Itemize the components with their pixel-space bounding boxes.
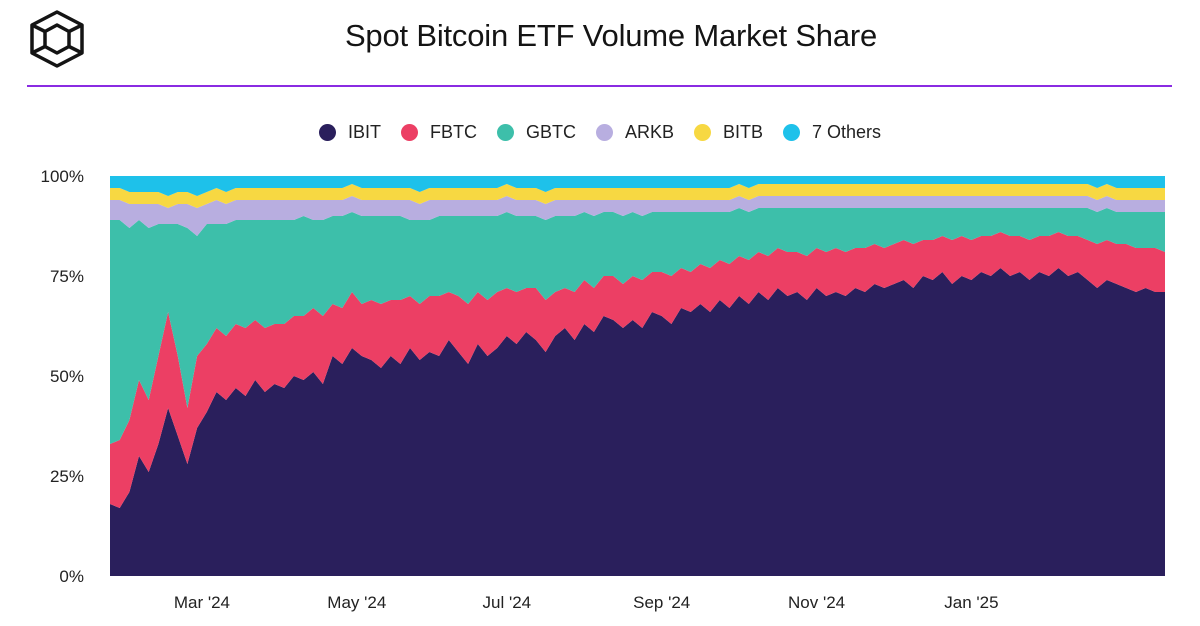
- legend-label: IBIT: [347, 122, 381, 142]
- area-series-5: [110, 176, 1165, 196]
- legend-label: ARKB: [624, 122, 674, 142]
- legend-item-0[interactable]: IBIT: [318, 122, 381, 143]
- legend-swatch: [400, 124, 418, 141]
- legend-item-2[interactable]: GBTC: [496, 122, 576, 143]
- legend-swatch: [496, 124, 514, 141]
- area-series-3: [110, 196, 1165, 236]
- x-tick-label: Mar '24: [174, 593, 230, 612]
- legend-item-4[interactable]: BITB: [694, 122, 763, 143]
- y-tick-label: 0%: [59, 567, 84, 586]
- stacked-area-chart: 0% 25% 50% 75% 100% Mar '24 May '24 Jul '24 Sep…: [41, 167, 1165, 612]
- legend-label: BITB: [723, 122, 764, 142]
- x-tick-label: Sep '24: [633, 593, 690, 612]
- x-tick-label: Nov '24: [788, 593, 845, 612]
- legend-label: GBTC: [525, 122, 576, 142]
- legend-item-5[interactable]: 7 Others: [783, 122, 881, 143]
- legend-swatch: [694, 124, 711, 141]
- x-tick-label: May '24: [327, 593, 386, 612]
- y-axis-ticks: 0% 25% 50% 75% 100%: [41, 167, 84, 586]
- area-series-4: [110, 184, 1165, 208]
- legend-swatch: [783, 124, 801, 141]
- legend-swatch: [595, 124, 613, 141]
- x-axis-ticks: Mar '24 May '24 Jul '24 Sep '24 Nov '24 Jan '…: [174, 593, 999, 612]
- series-areas: [110, 176, 1165, 576]
- legend-swatch: [318, 124, 336, 141]
- legend-item-3[interactable]: ARKB: [595, 122, 674, 143]
- header-divider: [27, 85, 1172, 87]
- x-tick-label: Jan '25: [944, 593, 998, 612]
- area-series-0: [110, 268, 1165, 576]
- area-series-1: [110, 232, 1165, 508]
- y-tick-label: 75%: [50, 267, 84, 286]
- legend-label: 7 Others: [812, 122, 882, 142]
- chart-legend: IBIT FBTC GBTC ARKB BITB 7 Others: [0, 122, 1200, 143]
- x-tick-label: Jul '24: [483, 593, 532, 612]
- legend-label: FBTC: [429, 122, 477, 142]
- area-series-2: [110, 208, 1165, 444]
- header: Spot Bitcoin ETF Volume Market Share: [0, 0, 1200, 88]
- y-tick-label: 100%: [41, 167, 84, 186]
- chart-title: Spot Bitcoin ETF Volume Market Share: [344, 18, 878, 53]
- y-tick-label: 25%: [50, 467, 84, 486]
- y-tick-label: 50%: [50, 367, 84, 386]
- legend-item-1[interactable]: FBTC: [400, 122, 477, 143]
- the-block-logo-icon: [30, 10, 84, 68]
